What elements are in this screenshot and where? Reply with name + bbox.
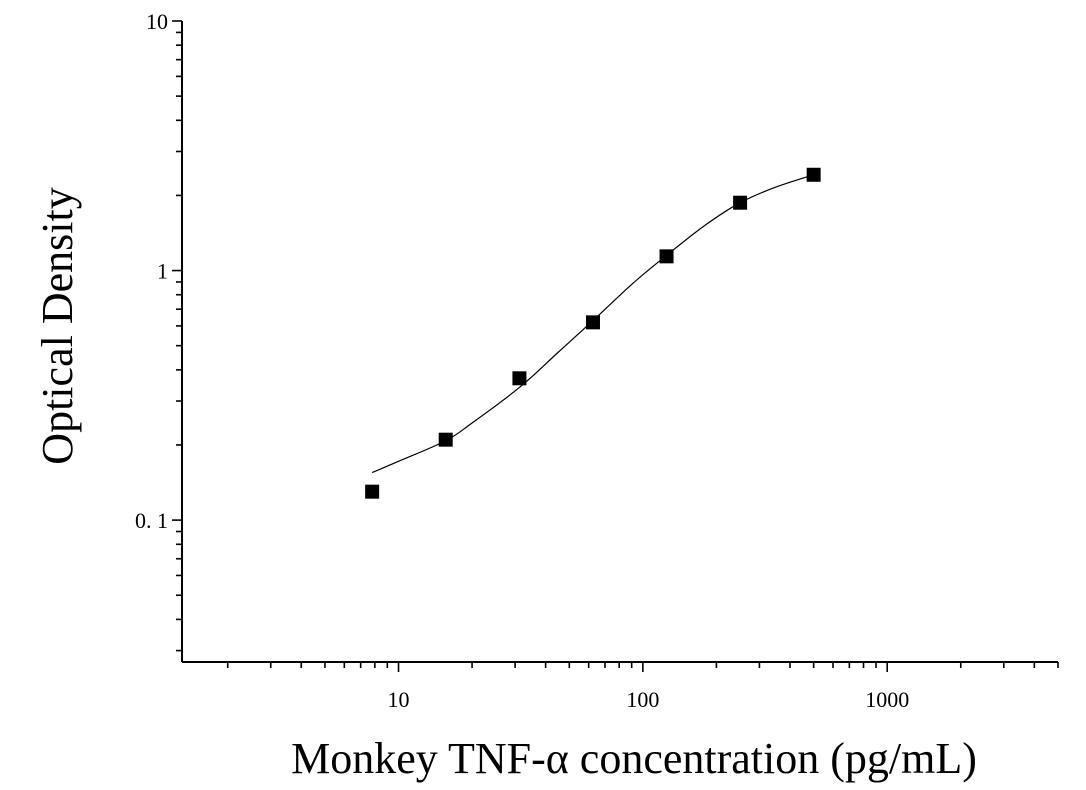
data-point <box>365 484 380 499</box>
y-tick-label: 10 <box>146 9 168 34</box>
data-point <box>733 195 748 210</box>
data-point <box>806 167 821 182</box>
data-point <box>659 249 674 264</box>
data-points <box>365 167 821 499</box>
data-point <box>585 315 600 330</box>
x-axis-title: Monkey TNF-α concentration (pg/mL) <box>291 734 977 783</box>
x-axis-ticks: 10 100 1000 <box>226 662 1059 712</box>
y-axis-ticks: 0. 1 1 10 <box>135 9 182 652</box>
x-tick-label: 10 <box>388 687 410 712</box>
data-point <box>512 371 527 386</box>
y-tick-label: 0. 1 <box>135 508 168 533</box>
y-axis-title: Optical Density <box>33 187 82 464</box>
axes <box>181 21 1058 663</box>
y-tick-label: 1 <box>157 259 168 284</box>
data-point <box>438 432 453 447</box>
x-tick-label: 100 <box>626 687 659 712</box>
x-tick-label: 1000 <box>865 687 909 712</box>
